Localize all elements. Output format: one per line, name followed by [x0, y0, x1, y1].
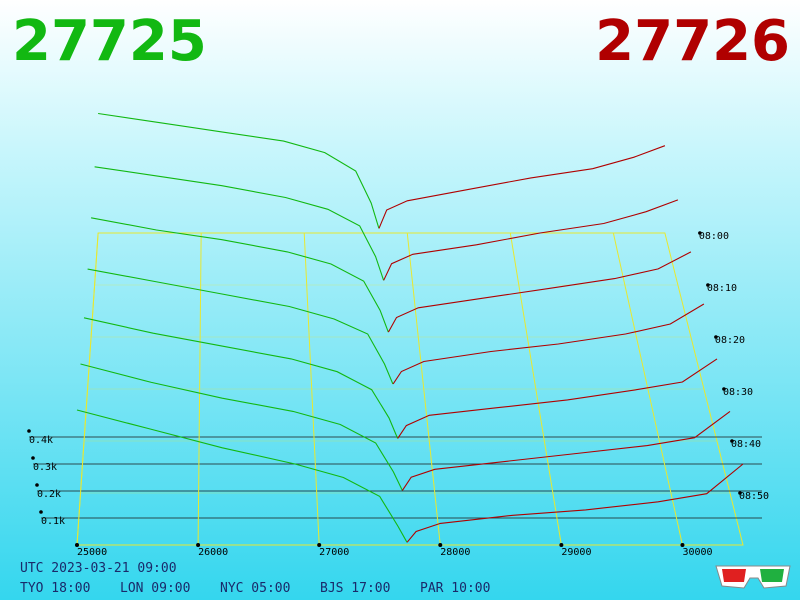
- ask-depth-line: [406, 463, 744, 543]
- time-tick-label: 08:10: [707, 283, 737, 294]
- city-time: BJS 17:00: [320, 581, 390, 596]
- time-tick: [706, 283, 710, 287]
- ask-depth-line: [401, 410, 731, 491]
- time-tick: [722, 387, 726, 391]
- price-tick: [438, 543, 443, 547]
- price-tick: [75, 543, 79, 547]
- bid-depth-line: [87, 268, 394, 385]
- depth-tick: [27, 429, 31, 433]
- depth-tick: [31, 456, 35, 460]
- price-tick-label: 27000: [319, 547, 349, 558]
- ask-depth-line: [392, 303, 705, 385]
- price-tick: [680, 543, 685, 547]
- bid-depth-line: [80, 363, 403, 491]
- time-tick-label: 08:30: [723, 387, 753, 398]
- city-time: TYO 18:00: [20, 581, 90, 596]
- ask-depth-line: [397, 358, 718, 439]
- ask-depth-line: [378, 145, 666, 229]
- ask-depth-line: [383, 199, 679, 281]
- bid-depth-line: [90, 217, 389, 333]
- price-tick-label: 30000: [682, 547, 712, 558]
- city-time: LON 09:00: [120, 581, 190, 596]
- price-tick: [196, 543, 201, 547]
- glasses-icon: [715, 565, 791, 589]
- bid-price: 27725: [12, 9, 207, 74]
- depth-tick: [35, 483, 39, 487]
- bid-depth-line: [76, 409, 408, 543]
- time-tick-label: 08:00: [699, 231, 729, 242]
- price-tick-label: 29000: [561, 547, 591, 558]
- time-tick: [730, 439, 734, 443]
- price-tick-label: 25000: [77, 547, 107, 558]
- city-time: NYC 05:00: [220, 581, 290, 596]
- city-time: PAR 10:00: [420, 581, 490, 596]
- time-tick: [698, 231, 702, 235]
- price-tick: [559, 543, 564, 547]
- price-tick-label: 26000: [198, 547, 228, 558]
- depth-tick-label: 0.1k: [41, 516, 65, 527]
- ask-depth-line: [387, 251, 692, 333]
- time-tick-label: 08:50: [739, 491, 769, 502]
- bid-depth-line: [98, 112, 380, 229]
- price-tick-label: 28000: [440, 547, 470, 558]
- bid-depth-line: [94, 166, 385, 281]
- depth-tick-label: 0.2k: [37, 489, 61, 500]
- bid-depth-line: [83, 317, 399, 439]
- time-tick-label: 08:40: [731, 439, 761, 450]
- time-tick: [738, 491, 742, 495]
- depth-tick: [39, 510, 43, 514]
- ask-price: 27726: [595, 9, 790, 74]
- depth-tick-label: 0.3k: [33, 462, 57, 473]
- plot: 0.1k 0.2k 0.3k 0.4k 25000 26000 27000 28000 2900…: [27, 112, 769, 558]
- time-tick: [714, 335, 718, 339]
- time-tick-label: 08:20: [715, 335, 745, 346]
- utc-time: UTC 2023-03-21 09:00: [20, 561, 177, 576]
- price-tick: [317, 543, 322, 547]
- depth-tick-label: 0.4k: [29, 435, 53, 446]
